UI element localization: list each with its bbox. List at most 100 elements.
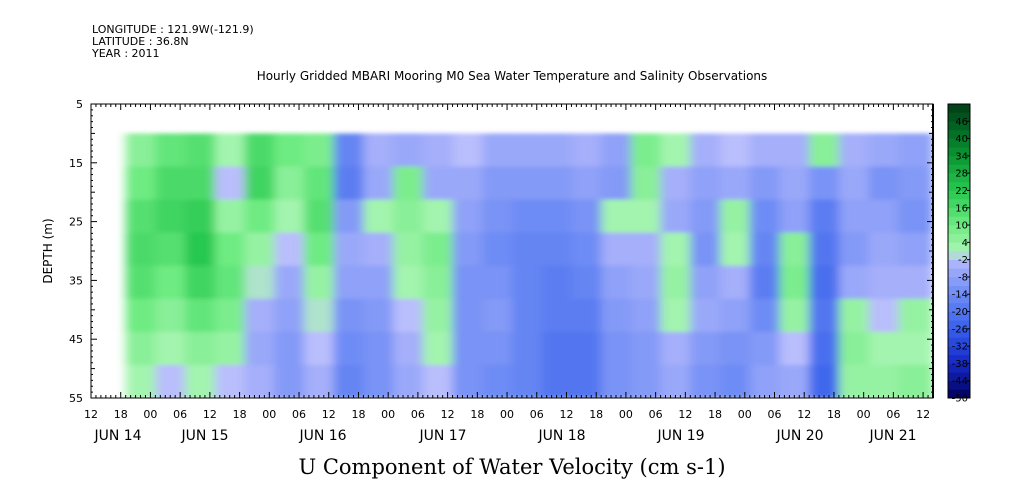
colorbar-swatch [948,181,970,191]
heatmap-cell [898,133,933,168]
colorbar-label: 4 [962,238,968,249]
heatmap-cell [838,331,870,366]
colorbar-label: 46 [955,117,968,128]
heatmap-cell [660,364,691,398]
heatmap-cell [452,133,483,168]
heatmap-cell [541,364,572,398]
x-tick-label: 18 [233,408,247,421]
heatmap-cell [601,265,632,300]
heatmap-cell [868,331,899,366]
colorbar-swatch [948,225,970,235]
heatmap-cell [422,364,454,398]
heatmap-cell [155,298,186,333]
heatmap-cell [630,364,662,398]
heatmap-cell [690,265,721,300]
heatmap-cell [512,364,543,398]
colorbar-label: 34 [955,151,968,162]
y-tick-label: 5 [76,98,83,111]
heatmap-cell [898,298,933,333]
heatmap-cell [214,232,246,267]
heatmap-cell [838,133,870,168]
x-tick-label: 06 [768,408,782,421]
heatmap-cell [630,166,662,201]
heatmap-cell [185,232,216,267]
heatmap-cell [779,133,810,168]
heatmap-cell [393,265,424,300]
heatmap-cell [333,199,364,234]
x-tick-label: 18 [351,408,365,421]
y-tick-label: 15 [69,157,83,170]
x-tick-label: 06 [411,408,425,421]
colorbar: 46 40 34 28 22 16 10 4 -2 -8 -14 -20 -26 -32 -38 -44 -50 [947,103,971,405]
colorbar-swatch [948,259,970,269]
heatmap-cell [155,265,186,300]
heatmap-cell [125,298,156,333]
heatmap-cell [125,133,156,168]
colorbar-label: -50 [952,394,968,405]
heatmap-cell [214,166,246,201]
heatmap-cell [571,133,602,168]
heatmap-cell [244,331,275,366]
x-tick-label: 18 [114,408,128,421]
colorbar-swatch [948,138,970,148]
heatmap-cell [452,331,483,366]
heatmap-cell [512,265,543,300]
colorbar-swatch [948,199,970,209]
heatmap-cell [304,199,335,234]
heatmap-cell [512,331,543,366]
heatmap-cell [779,232,810,267]
heatmap-cell [125,364,156,398]
heatmap-cell [125,331,156,366]
heatmap-cell [779,364,810,398]
heatmap-cell [898,364,933,398]
heatmap-cell [601,364,632,398]
heatmap-cell [244,232,275,267]
heatmap-cell [185,331,216,366]
heatmap-cell [868,364,899,398]
heatmap-cell [482,331,513,366]
heatmap-cell [274,232,305,267]
colorbar-label: 22 [955,186,968,197]
colorbar-swatch [948,380,970,390]
heatmap-cell [749,364,780,398]
heatmap-cell [393,298,424,333]
heatmap-cell [630,199,662,234]
heatmap-cell [660,133,691,168]
heatmap-cell [482,133,513,168]
heatmap-cell [185,364,216,398]
x-tick-label: 00 [857,408,871,421]
heatmap-cell [541,166,572,201]
x-tick-label: 06 [292,408,306,421]
heatmap-cell [571,265,602,300]
heatmap-cell [274,199,305,234]
heatmap-cell [244,364,275,398]
y-tick-label: 55 [69,392,83,405]
heatmap-cell [333,133,364,168]
heatmap-cell [422,265,454,300]
heatmap-cell [393,331,424,366]
colorbar-label: -38 [952,359,968,370]
heatmap-cell [422,331,454,366]
heatmap-cell [690,199,721,234]
x-date-label: JUN 14 [93,428,141,444]
x-date-label: JUN 17 [418,428,466,444]
x-tick-label: 00 [381,408,395,421]
heatmap-cell [304,331,335,366]
heatmap-cell [214,331,246,366]
x-tick-label: 12 [84,408,98,421]
heatmap-cell [809,232,840,267]
x-date-label: JUN 20 [775,428,823,444]
heatmap-cell [630,232,662,267]
heatmap-cell [601,166,632,201]
heatmap-cell [660,298,691,333]
heatmap-cell [244,199,275,234]
heatmap-cell [541,232,572,267]
colorbar-label: -2 [958,255,968,266]
heatmap-cell [541,331,572,366]
heatmap-cell [422,199,454,234]
heatmap-cell [809,166,840,201]
colorbar-label: 40 [955,134,968,145]
colorbar-swatch [948,216,970,226]
colorbar-label: -8 [958,272,968,283]
heatmap-cell [155,331,186,366]
